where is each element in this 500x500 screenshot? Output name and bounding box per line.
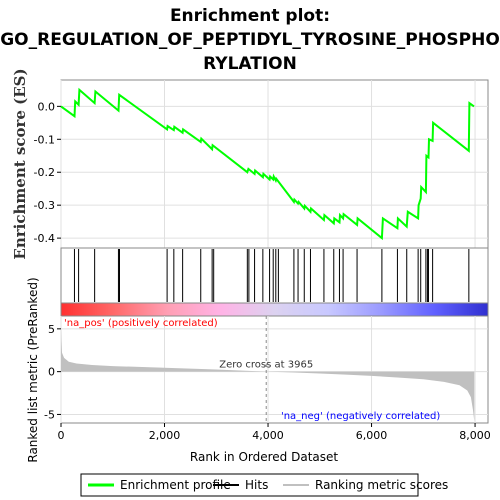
x-axis-ticks: 0 2,000 4,000 6,000 8,000 — [58, 423, 491, 442]
es-axis-title: Enrichment score (ES) — [11, 68, 29, 259]
chart-title-line-1: Enrichment plot: — [170, 6, 330, 26]
chart-title-line-3: RYLATION — [203, 54, 297, 74]
zero-cross-label: Zero cross at 3965 — [219, 360, 313, 371]
metric-y-tick-label: 0 — [48, 366, 55, 379]
positive-correlation-label: 'na_pos' (positively correlated) — [64, 318, 218, 329]
ranking-metric-area — [61, 328, 475, 422]
es-y-tick-label: 0.0 — [38, 100, 56, 113]
metric-y-tick-label: -5 — [44, 408, 55, 421]
x-axis-title: Rank in Ordered Dataset — [190, 450, 338, 464]
chart-title-line-2: GO_REGULATION_OF_PEPTIDYL_TYROSINE_PHOSP… — [0, 30, 500, 50]
x-tick-label: 8,000 — [459, 429, 491, 442]
es-y-axis-ticks: 0.0 -0.1 -0.2 -0.3 -0.4 — [34, 100, 61, 245]
x-tick-label: 2,000 — [149, 429, 181, 442]
es-y-tick-label: -0.1 — [34, 133, 55, 146]
legend-label: Hits — [245, 478, 268, 492]
es-gridlines — [60, 80, 488, 248]
legend-label: Enrichment profile — [120, 478, 231, 492]
es-y-tick-label: -0.2 — [34, 166, 55, 179]
ranking-color-bar — [60, 302, 489, 317]
negative-correlation-label: 'na_neg' (negatively correlated) — [281, 411, 440, 422]
enrichment-profile-line — [60, 87, 475, 241]
hits-marks — [73, 249, 470, 302]
legend: Enrichment profile Hits Ranking metric sco… — [88, 478, 448, 492]
metric-y-axis-ticks: 5 0 -5 — [44, 323, 61, 421]
x-tick-label: 6,000 — [356, 429, 388, 442]
x-tick-label: 0 — [58, 429, 65, 442]
legend-box — [80, 473, 419, 497]
metric-y-tick-label: 5 — [48, 323, 55, 336]
es-y-tick-label: -0.3 — [34, 199, 55, 212]
hits-panel-frame — [60, 247, 489, 304]
es-panel-frame — [60, 79, 489, 249]
legend-label: Ranking metric scores — [315, 478, 448, 492]
x-tick-label: 4,000 — [252, 429, 284, 442]
es-y-tick-label: -0.4 — [34, 232, 55, 245]
metric-axis-title: Ranked list metric (PreRanked) — [26, 277, 40, 462]
